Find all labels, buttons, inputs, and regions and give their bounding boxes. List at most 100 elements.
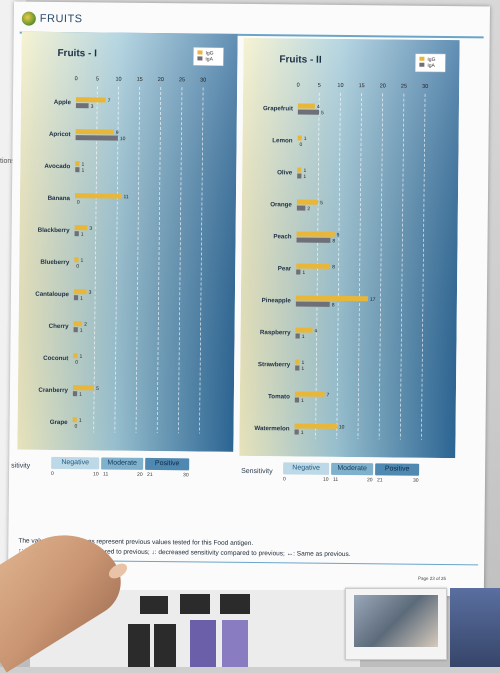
category-label: Apricot xyxy=(49,131,71,138)
legend-label: IgA xyxy=(427,63,435,69)
category-label: Raspberry xyxy=(260,329,291,336)
clothing-item xyxy=(128,624,150,667)
bar-igg xyxy=(298,103,315,108)
category-label: Pear xyxy=(278,265,292,272)
sensitivity-label: sitivity xyxy=(11,463,30,470)
x-tick-label: 0 xyxy=(75,76,78,82)
data-label: 1 xyxy=(79,418,82,424)
data-label: 1 xyxy=(80,328,83,334)
clothing-item xyxy=(180,594,210,614)
x-tick-label: 20 xyxy=(380,83,386,89)
bar-iga xyxy=(76,135,118,140)
x-tick-label: 30 xyxy=(200,77,206,83)
bar-igg xyxy=(76,129,114,134)
x-tick-label: 10 xyxy=(337,83,343,89)
bar-igg xyxy=(73,417,77,422)
sensitivity-tick: 11 xyxy=(103,471,108,477)
data-label: 10 xyxy=(120,136,126,142)
chart-title: Fruits - I xyxy=(57,48,97,59)
sensitivity-tick: 11 xyxy=(333,477,338,483)
data-label: 1 xyxy=(304,136,307,142)
data-label: 0 xyxy=(76,264,79,270)
sensitivity-positive: Positive xyxy=(145,458,189,470)
bar-igg xyxy=(295,391,325,396)
sensitivity-legend-right: Sensitivity Negative Moderate Positive 0… xyxy=(241,462,441,488)
data-label: 1 xyxy=(301,398,304,404)
category-label: Lemon xyxy=(272,137,293,144)
sensitivity-moderate: Moderate xyxy=(101,457,143,469)
bar-iga xyxy=(76,103,89,108)
bar-igg xyxy=(298,135,302,140)
category-label: Apple xyxy=(54,99,72,106)
data-label: 3 xyxy=(89,226,92,232)
sensitivity-tick: 21 xyxy=(377,477,383,483)
x-tick-label: 30 xyxy=(422,84,428,90)
data-label: 1 xyxy=(81,232,84,238)
data-label: 8 xyxy=(332,302,335,308)
bar-igg xyxy=(297,167,301,172)
data-label: 11 xyxy=(124,194,129,200)
x-tick-label: 0 xyxy=(297,82,300,88)
category-label: Banana xyxy=(48,195,71,202)
category-label: Cranberry xyxy=(38,387,68,394)
legend-label: IgA xyxy=(205,57,213,63)
data-label: 1 xyxy=(79,354,82,360)
data-label: 3 xyxy=(89,290,92,296)
bar-igg xyxy=(75,161,79,166)
bar-iga xyxy=(295,333,299,338)
data-label: 1 xyxy=(301,430,304,436)
bar-igg xyxy=(75,225,88,230)
category-label: Tomato xyxy=(268,393,290,400)
data-label: 17 xyxy=(370,297,376,303)
bar-iga xyxy=(295,365,299,370)
sensitivity-tick: 10 xyxy=(323,477,329,483)
bar-igg xyxy=(74,257,78,262)
bar-iga xyxy=(74,327,78,332)
sensitivity-legend-left: sitivity Negative Moderate Positive 0 10… xyxy=(11,457,211,483)
bar-igg xyxy=(76,97,106,102)
legend-swatch xyxy=(197,50,202,54)
bar-igg xyxy=(75,193,122,198)
bar-iga xyxy=(296,269,300,274)
sensitivity-positive: Positive xyxy=(375,463,419,475)
category-label: Peach xyxy=(273,233,292,240)
sensitivity-tick: 0 xyxy=(283,476,286,482)
data-label: 10 xyxy=(339,424,345,430)
sensitivity-tick: 10 xyxy=(93,471,99,477)
bar-iga xyxy=(297,173,301,178)
clothing-item xyxy=(154,624,176,667)
bar-igg xyxy=(295,359,299,364)
data-label: 8 xyxy=(332,238,335,244)
data-label: 1 xyxy=(81,258,84,264)
bar-iga xyxy=(297,237,331,242)
category-label: Olive xyxy=(277,169,293,176)
legend-swatch xyxy=(419,63,424,67)
x-tick-label: 15 xyxy=(137,77,143,83)
data-label: 7 xyxy=(108,98,111,104)
bar-igg xyxy=(74,321,83,326)
bar-iga xyxy=(296,301,330,306)
data-label: 9 xyxy=(116,130,119,136)
data-label: 1 xyxy=(301,366,304,372)
bar-igg xyxy=(297,231,335,236)
photo-image xyxy=(354,595,438,647)
bar-igg xyxy=(297,199,318,204)
x-tick-label: 15 xyxy=(359,83,365,89)
data-label: 5 xyxy=(320,200,323,206)
clothing-item xyxy=(140,596,168,614)
sensitivity-negative: Negative xyxy=(51,457,99,470)
data-label: 4 xyxy=(317,104,320,110)
sensitivity-label: Sensitivity xyxy=(241,468,273,475)
category-label: Grape xyxy=(50,419,69,426)
data-label: 5 xyxy=(321,110,324,116)
data-label: 1 xyxy=(80,296,83,302)
bar-iga xyxy=(73,391,77,396)
sensitivity-moderate: Moderate xyxy=(331,463,373,475)
category-label: Blueberry xyxy=(40,259,70,266)
sensitivity-tick: 30 xyxy=(183,472,189,478)
photo-frame xyxy=(345,588,447,660)
fruit-logo-icon xyxy=(22,12,36,26)
data-label: 7 xyxy=(327,392,330,398)
